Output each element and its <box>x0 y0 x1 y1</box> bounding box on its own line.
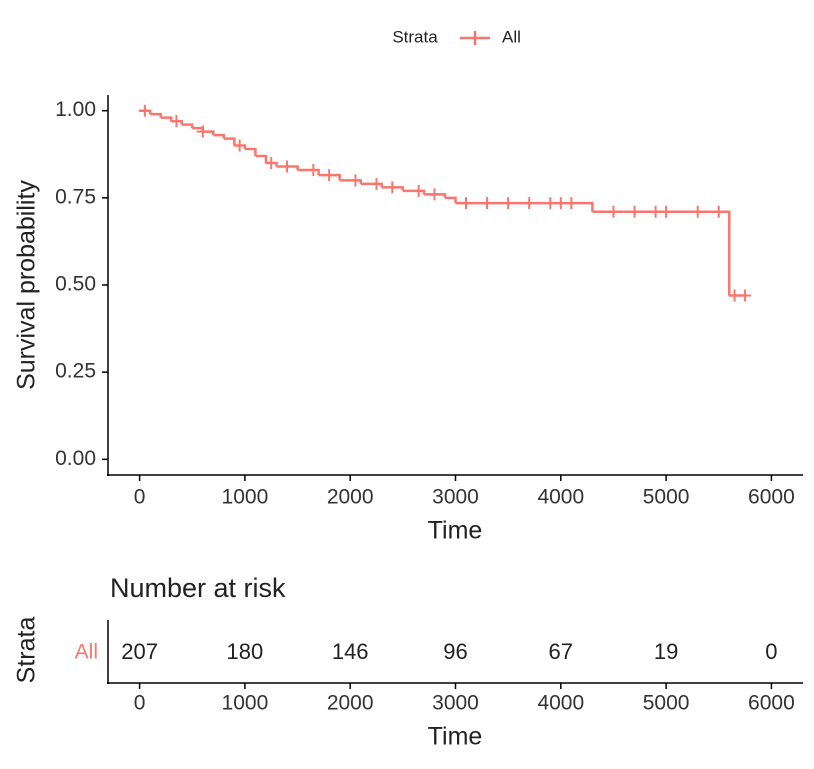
survival-step <box>160 116 173 122</box>
censor-mark <box>460 197 473 210</box>
x-tick-label: 6000 <box>748 486 795 509</box>
censor-mark <box>544 197 557 210</box>
risk-x-tick-label: 4000 <box>537 692 584 715</box>
survival-step <box>592 210 731 296</box>
risk-x-axis-title: Time <box>428 723 483 751</box>
y-tick-label: 0.00 <box>55 447 96 470</box>
censor-mark <box>712 205 725 218</box>
x-tick-label: 0 <box>134 486 146 509</box>
censor-mark <box>607 205 620 218</box>
censor-mark <box>370 177 383 190</box>
survival-step <box>223 137 236 146</box>
censor-mark <box>739 289 752 302</box>
strata-label: All <box>75 641 98 664</box>
y-axis-title: Survival probability <box>13 180 41 390</box>
risk-count: 180 <box>227 639 264 664</box>
legend-label: All <box>502 27 521 46</box>
risk-x-tick-label: 3000 <box>432 692 479 715</box>
censor-mark <box>565 197 578 210</box>
x-tick-label: 5000 <box>643 486 690 509</box>
censor-mark <box>728 289 741 302</box>
risk-x-tick-label: 2000 <box>327 692 374 715</box>
censor-mark <box>307 163 320 176</box>
survival-step <box>181 123 194 129</box>
y-tick-label: 0.75 <box>55 185 96 208</box>
risk-x-tick-label: 1000 <box>222 692 269 715</box>
censor-mark <box>628 205 641 218</box>
risk-count: 96 <box>443 639 467 664</box>
censor-mark <box>196 125 209 138</box>
risk-count: 19 <box>654 639 678 664</box>
censor-mark <box>323 169 336 182</box>
risk-count: 0 <box>765 639 777 664</box>
risk-x-tick-label: 5000 <box>643 692 690 715</box>
survival-step <box>213 133 226 139</box>
risk-table-y-title: Strata <box>13 617 41 684</box>
y-tick-label: 1.00 <box>55 98 96 121</box>
censor-mark <box>170 115 183 128</box>
survival-step <box>255 154 268 163</box>
risk-x-tick-label: 6000 <box>748 692 795 715</box>
risk-count: 207 <box>121 639 158 664</box>
censor-mark <box>649 205 662 218</box>
survival-step <box>244 147 257 157</box>
risk-table-title: Number at risk <box>110 573 286 603</box>
risk-x-tick-label: 0 <box>134 692 146 715</box>
x-tick-label: 4000 <box>537 486 584 509</box>
censor-mark <box>386 181 399 194</box>
censor-mark <box>523 197 536 210</box>
legend-symbol <box>460 31 490 45</box>
legend-title: Strata <box>392 27 438 46</box>
censor-mark <box>349 174 362 187</box>
x-tick-label: 3000 <box>432 486 479 509</box>
censor-mark <box>138 104 151 117</box>
survival-step <box>455 201 594 212</box>
y-tick-label: 0.25 <box>55 360 96 383</box>
x-tick-label: 1000 <box>222 486 269 509</box>
censor-mark <box>554 197 567 210</box>
censor-mark <box>265 156 278 169</box>
censor-mark <box>502 197 515 210</box>
risk-count: 67 <box>549 639 573 664</box>
censor-mark <box>233 139 246 152</box>
censor-mark <box>691 205 704 218</box>
x-tick-label: 2000 <box>327 486 374 509</box>
y-tick-label: 0.50 <box>55 273 96 296</box>
survival-step <box>150 112 162 118</box>
censor-mark <box>412 184 425 197</box>
censor-mark <box>428 188 441 201</box>
censor-mark <box>481 197 494 210</box>
survival-step <box>444 196 457 204</box>
x-axis-title: Time <box>428 517 483 545</box>
censor-mark <box>281 160 294 173</box>
risk-count: 146 <box>332 639 369 664</box>
censor-mark <box>660 205 673 218</box>
